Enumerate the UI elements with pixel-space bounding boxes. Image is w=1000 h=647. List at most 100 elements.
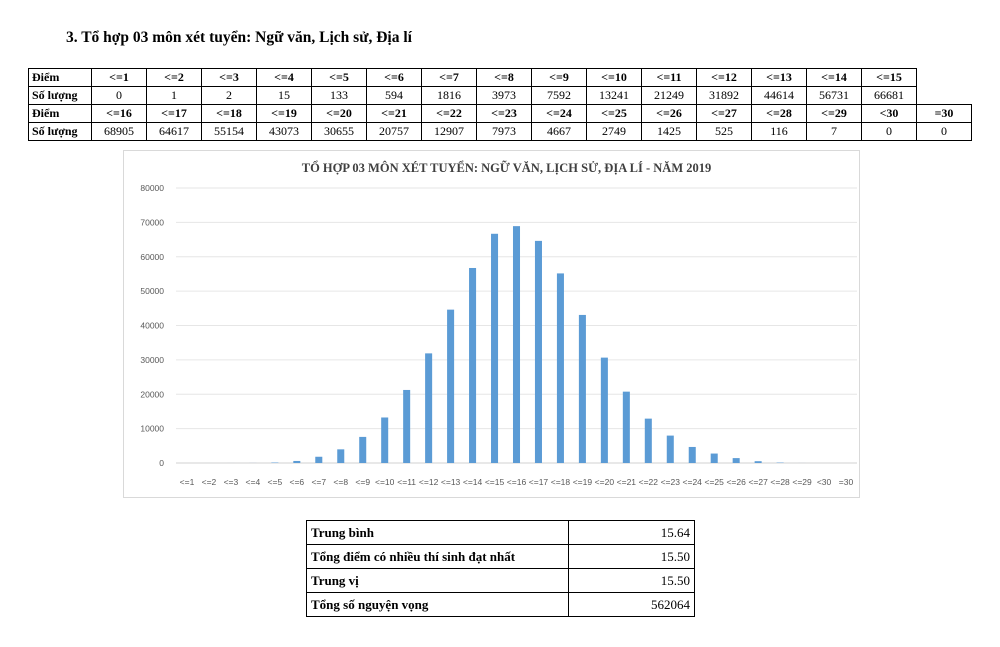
- stat-label: Tổng số nguyện vọng: [306, 592, 569, 617]
- x-tick-label: <=22: [639, 477, 659, 487]
- score-cell: <=24: [531, 104, 587, 123]
- stat-value: 562064: [568, 592, 695, 617]
- y-tick-label: 50000: [140, 286, 164, 296]
- score-cell: <=15: [861, 68, 917, 87]
- count-cell: 2: [201, 86, 257, 105]
- count-cell: 116: [751, 122, 807, 141]
- score-cell: <=7: [421, 68, 477, 87]
- bar: [666, 435, 674, 463]
- y-tick-label: 60000: [140, 252, 164, 262]
- bar: [469, 267, 477, 463]
- stat-value: 15.50: [568, 568, 695, 593]
- count-cell: 7973: [476, 122, 532, 141]
- count-cell: 15: [256, 86, 312, 105]
- count-cell: 0: [91, 86, 147, 105]
- count-cell: 1: [146, 86, 202, 105]
- chart-canvas: TỔ HỢP 03 MÔN XÉT TUYỂN: NGỮ VĂN, LỊCH S…: [140, 160, 857, 487]
- x-tick-label: <=23: [661, 477, 681, 487]
- score-cell: <=4: [256, 68, 312, 87]
- chart-title: TỔ HỢP 03 MÔN XÉT TUYỂN: NGỮ VĂN, LỊCH S…: [302, 160, 712, 175]
- score-cell: <30: [861, 104, 917, 123]
- stat-row: Trung vị 15.50: [306, 568, 695, 593]
- bar: [447, 309, 455, 463]
- x-tick-label: <30: [817, 477, 832, 487]
- bar: [359, 436, 367, 463]
- bar: [512, 226, 521, 463]
- count-cell: 44614: [751, 86, 807, 105]
- x-tick-label: <=15: [485, 477, 505, 487]
- count-row: Số lượng 0 1 2 15 133 594 1816 3973 7592 13241 2124…: [28, 86, 972, 105]
- bar: [403, 389, 411, 463]
- x-tick-label: <=25: [705, 477, 725, 487]
- x-tick-label: <=14: [463, 477, 483, 487]
- x-tick-label: <=19: [573, 477, 593, 487]
- stat-label: Trung bình: [306, 520, 569, 545]
- count-cell: 525: [696, 122, 752, 141]
- row-label: Điểm: [28, 104, 92, 123]
- score-row: Điểm <=16 <=17 <=18 <=19 <=20 <=21 <=22 <=23 <=24…: [28, 104, 972, 123]
- score-cell: <=12: [696, 68, 752, 87]
- score-cell: <=16: [91, 104, 147, 123]
- score-distribution-table: Điểm <=1 <=2 <=3 <=4 <=5 <=6 <=7 <=8 <=9 <=10 <=11 <…: [28, 68, 972, 141]
- score-cell: <=18: [201, 104, 257, 123]
- y-tick-label: 40000: [140, 321, 164, 331]
- bar: [315, 456, 323, 463]
- y-tick-label: 70000: [140, 217, 164, 227]
- y-tick-label: 80000: [140, 183, 164, 193]
- count-cell: 66681: [861, 86, 917, 105]
- summary-stats-table: Trung bình 15.64 Tổng điểm có nhiều thí si…: [306, 520, 695, 617]
- x-tick-label: <=26: [726, 477, 746, 487]
- count-cell: 64617: [146, 122, 202, 141]
- stat-row: Trung bình 15.64: [306, 520, 695, 545]
- x-tick-label: <=27: [748, 477, 768, 487]
- count-row: Số lượng 68905 64617 55154 43073 30655 20757 12…: [28, 122, 972, 141]
- bar: [754, 461, 762, 463]
- count-cell: 133: [311, 86, 367, 105]
- y-tick-label: 20000: [140, 389, 164, 399]
- score-cell: <=11: [641, 68, 697, 87]
- x-tick-label: <=17: [529, 477, 549, 487]
- y-tick-label: 0: [159, 458, 164, 468]
- x-tick-label: <=21: [617, 477, 637, 487]
- score-cell: <=8: [476, 68, 532, 87]
- bar: [534, 240, 542, 463]
- bar: [381, 417, 389, 463]
- count-cell: 55154: [201, 122, 257, 141]
- count-cell: 13241: [586, 86, 642, 105]
- x-tick-label: <=16: [507, 477, 527, 487]
- count-cell: 31892: [696, 86, 752, 105]
- x-tick-label: <=4: [246, 477, 261, 487]
- x-tick-label: <=18: [551, 477, 571, 487]
- bar: [688, 446, 696, 463]
- count-cell: 12907: [421, 122, 477, 141]
- count-cell: 0: [916, 122, 972, 141]
- bar: [710, 453, 718, 463]
- score-cell: <=5: [311, 68, 367, 87]
- count-cell: 56731: [806, 86, 862, 105]
- score-cell: <=26: [641, 104, 697, 123]
- stat-row: Tổng số nguyện vọng 562064: [306, 592, 695, 617]
- bar: [600, 357, 608, 463]
- x-tick-label: <=1: [180, 477, 195, 487]
- score-cell: <=3: [201, 68, 257, 87]
- score-cell: <=28: [751, 104, 807, 123]
- score-cell: <=14: [806, 68, 862, 87]
- score-cell: <=20: [311, 104, 367, 123]
- count-cell: 30655: [311, 122, 367, 141]
- count-cell: 20757: [366, 122, 422, 141]
- y-tick-label: 30000: [140, 355, 164, 365]
- bar: [425, 353, 433, 463]
- score-cell: <=6: [366, 68, 422, 87]
- score-cell: <=10: [586, 68, 642, 87]
- count-cell: 43073: [256, 122, 312, 141]
- x-tick-label: <=10: [375, 477, 395, 487]
- count-cell: 3973: [476, 86, 532, 105]
- bar: [293, 460, 301, 463]
- score-cell: <=21: [366, 104, 422, 123]
- count-cell: 7: [806, 122, 862, 141]
- score-cell: <=22: [421, 104, 477, 123]
- score-cell: <=13: [751, 68, 807, 87]
- x-tick-label: <=24: [683, 477, 703, 487]
- x-tick-label: <=28: [770, 477, 790, 487]
- bar: [337, 449, 345, 463]
